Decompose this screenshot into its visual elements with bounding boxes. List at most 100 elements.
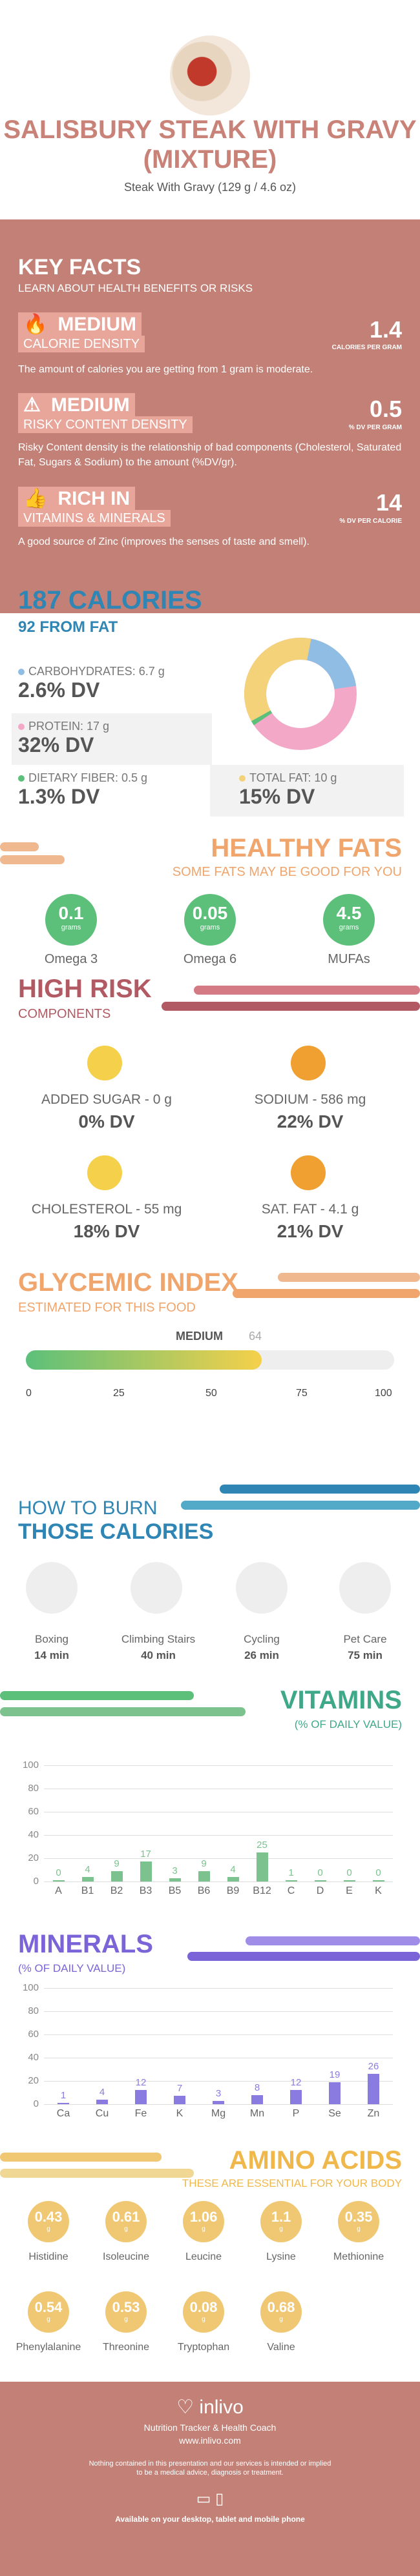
omega3-bubble: 0.1 grams: [45, 894, 97, 946]
bar: [227, 1876, 239, 1881]
x-tick-label: C: [287, 1885, 295, 1896]
bar: [343, 1880, 355, 1881]
activity-name: Cycling: [244, 1633, 280, 1645]
omega3-label: Omega 3: [44, 952, 98, 966]
x-tick-label: E: [346, 1885, 353, 1896]
healthy-fats-subtitle: SOME FATS MAY BE GOOD FOR YOU: [172, 865, 402, 879]
macro-donut-chart: [244, 637, 357, 750]
vitamins-subtitle: (% OF DAILY VALUE): [294, 1718, 402, 1730]
x-tick-label: K: [375, 1885, 382, 1896]
x-tick-label: B3: [139, 1885, 152, 1896]
key-facts-title: KEY FACTS: [18, 255, 142, 279]
gridline: [44, 1858, 393, 1859]
bar: [372, 1880, 384, 1881]
bar-value-label: 19: [329, 2069, 341, 2080]
risk-dv: 22% DV: [277, 1111, 344, 1131]
activity-name: Boxing: [35, 1633, 68, 1645]
y-tick-label: 80: [28, 2005, 39, 2016]
bar: [140, 1861, 152, 1881]
glycemic-title: GLYCEMIC INDEX: [18, 1268, 238, 1297]
website-link[interactable]: www.inlivo.com: [179, 2435, 241, 2446]
fiber-block: DIETARY FIBER: 0.5 g 1.3% DV: [18, 771, 147, 809]
protein-label: PROTEIN: 17 g: [28, 720, 110, 733]
activity-name: Climbing Stairs: [121, 1633, 196, 1645]
activity-name: Pet Care: [343, 1633, 387, 1645]
neutral-face-icon: [291, 1155, 326, 1190]
mufa-label: MUFAs: [328, 952, 370, 966]
carbs-dv: 2.6% DV: [18, 678, 100, 702]
amino-title: AMINO ACIDS: [229, 2146, 402, 2175]
fact-unit: % DV PER GRAM: [348, 424, 402, 431]
bar-value-label: 1: [288, 1867, 294, 1878]
fat-dv: 15% DV: [239, 785, 315, 808]
gi-fill: [26, 1350, 262, 1370]
omega6-bubble: 0.05 grams: [184, 894, 236, 946]
x-tick-label: B6: [197, 1885, 211, 1896]
minerals-chart: 0 20 40 60 80 100 1 Ca 4 Cu 12 Fe 7 K 3 Mg 8 Mn 12 P 19 Se 26 Z…: [0, 1982, 420, 2124]
protein-block: PROTEIN: 17 g 32% DV: [12, 713, 212, 765]
minerals-subtitle: (% OF DAILY VALUE): [18, 1962, 126, 1974]
serving-size: Steak With Gravy (129 g / 4.6 oz): [123, 181, 297, 194]
smile-icon: [87, 1046, 122, 1080]
bar: [58, 2103, 69, 2104]
gridline: [44, 2081, 393, 2082]
y-tick-label: 40: [28, 2052, 39, 2063]
gridline: [44, 1765, 393, 1766]
disclaimer: to be a medical advice, diagnosis or tre…: [136, 2469, 284, 2477]
bar: [81, 1876, 94, 1881]
bar-value-label: 0: [56, 1867, 61, 1878]
thumbs-up-icon: 👍: [18, 487, 53, 511]
vitamins-chart: 0 20 40 60 80 100 0 A 4 B1 9 B2 17 B3 3 B5 9 B6 4 B9 25 B12 1 C…: [0, 1760, 420, 1901]
amino-bubble: 1.06 g: [183, 2201, 224, 2242]
tagline: Nutrition Tracker & Health Coach: [143, 2422, 277, 2433]
bar-value-label: 25: [257, 1840, 268, 1851]
key-facts-section: KEY FACTS LEARN ABOUT HEALTH BENEFITS OR…: [0, 219, 420, 613]
fact-label: CALORIE DENSITY: [18, 336, 145, 352]
activity-time: 40 min: [141, 1649, 176, 1661]
fact-level: MEDIUM: [45, 393, 135, 417]
amino-name: Threonine: [102, 2342, 150, 2353]
x-tick-label: B5: [168, 1885, 182, 1896]
available-note: Available on your desktop, tablet and mo…: [115, 2515, 305, 2524]
disclaimer: Nothing contained in this presentation a…: [89, 2460, 331, 2468]
bar: [198, 1871, 210, 1881]
bar-value-label: 9: [201, 1858, 207, 1869]
risk-label: SODIUM - 586 mg: [254, 1092, 366, 1107]
y-tick-label: 40: [28, 1829, 39, 1840]
x-tick-label: B12: [253, 1885, 271, 1896]
risk-label: SAT. FAT - 4.1 g: [261, 1202, 359, 1217]
mufa-bubble: 4.5 grams: [323, 894, 375, 946]
gridline: [44, 1881, 393, 1882]
risk-dv: 0% DV: [78, 1111, 135, 1131]
amino-name: Tryptophan: [177, 2342, 230, 2353]
amino-grid: 0.43 g Histidine 0.61 g Isoleucine 1.06 g Leucin…: [0, 2201, 420, 2375]
amino-bubble: 0.61 g: [105, 2201, 147, 2242]
x-tick-label: Zn: [367, 2108, 380, 2119]
x-tick-label: B2: [110, 1885, 123, 1896]
x-tick-label: K: [176, 2108, 184, 2119]
fact-unit: CALORIES PER GRAM: [331, 344, 402, 351]
devices-icon: ▭ ▯: [196, 2490, 224, 2508]
bar-value-label: 1: [60, 2090, 67, 2101]
minerals-title: MINERALS: [18, 1930, 153, 1958]
bar: [135, 2090, 147, 2104]
heart-logo-icon: ♡ inlivo: [176, 2397, 244, 2418]
bar-value-label: 26: [368, 2061, 379, 2073]
gridline: [44, 1835, 393, 1836]
bar: [256, 1852, 268, 1881]
burn-title-1: HOW TO BURN: [18, 1497, 158, 1519]
activity-time: 14 min: [34, 1649, 69, 1661]
bar: [96, 2099, 108, 2104]
gi-value: 64: [249, 1330, 262, 1343]
y-tick-label: 80: [28, 1783, 39, 1794]
risk-label: CHOLESTEROL - 55 mg: [31, 1202, 182, 1217]
high-risk-subtitle: COMPONENTS: [18, 1007, 111, 1021]
risk-dv: 18% DV: [73, 1221, 140, 1241]
y-tick-label: 0: [33, 1876, 39, 1887]
x-tick-label: B9: [226, 1885, 240, 1896]
fact-label: RISKY CONTENT DENSITY: [18, 416, 193, 433]
amino-name: Phenylalanine: [16, 2342, 81, 2353]
bar-value-label: 7: [176, 2083, 183, 2094]
fact-value: 0.5: [369, 396, 402, 422]
bar: [174, 2096, 185, 2104]
